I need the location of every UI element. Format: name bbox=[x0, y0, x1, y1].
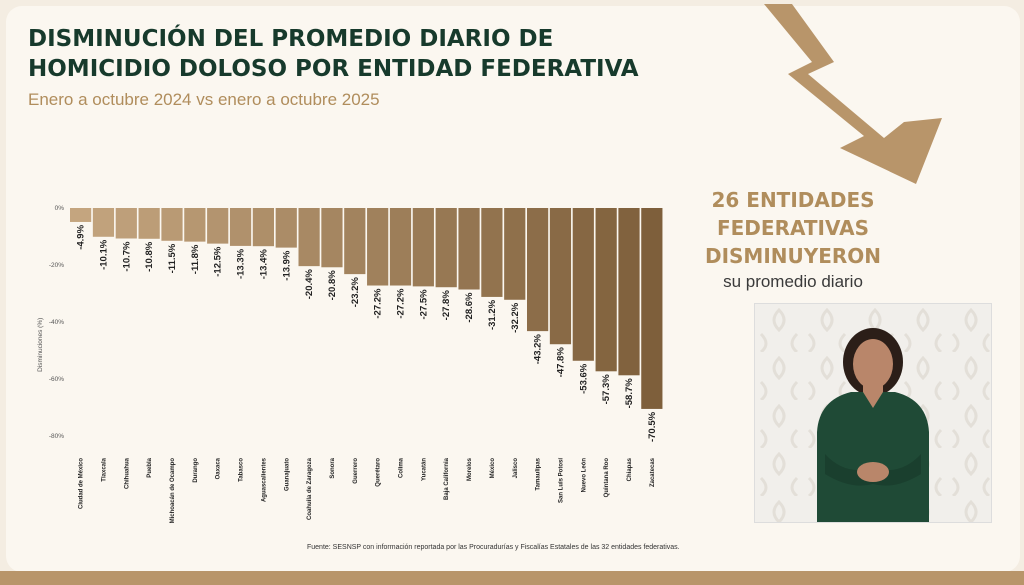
category-label: Tlaxcala bbox=[101, 457, 107, 481]
bar bbox=[549, 208, 572, 345]
bar-chart: 0% -20% -40% -60% -80% Disminuciones (%) -4.9%… bbox=[37, 205, 663, 524]
data-label: -13.3% bbox=[236, 248, 247, 279]
data-label: -47.8% bbox=[555, 347, 566, 378]
category-label: Chihuahua bbox=[124, 457, 130, 489]
bar bbox=[207, 208, 229, 244]
category-label: Tamaulipas bbox=[536, 457, 542, 490]
bar bbox=[321, 208, 343, 268]
category-label: Querétaro bbox=[376, 458, 382, 487]
data-label: -53.6% bbox=[578, 363, 589, 394]
highlight-line-3: DISMINUYERON bbox=[704, 244, 882, 268]
data-label: -11.5% bbox=[167, 243, 178, 273]
category-label: Ciudad de México bbox=[79, 458, 85, 509]
bar bbox=[138, 208, 160, 239]
data-label: -20.4% bbox=[304, 269, 315, 300]
bar bbox=[595, 208, 617, 372]
category-label: Baja California bbox=[444, 457, 450, 500]
y-tick-label: -20% bbox=[49, 262, 64, 269]
source-note: Fuente: SESNSP con información reportada… bbox=[307, 544, 680, 551]
category-label: San Luis Potosí bbox=[558, 458, 564, 503]
down-arrow-icon bbox=[764, 4, 942, 184]
subtitle: Enero a octubre 2024 vs enero a octubre … bbox=[28, 90, 380, 109]
bar bbox=[389, 208, 412, 286]
data-label: -4.9% bbox=[76, 224, 87, 249]
category-label: Chiapas bbox=[627, 457, 633, 481]
bar bbox=[184, 208, 206, 242]
category-label: Zacatecas bbox=[650, 457, 656, 487]
page-title: DISMINUCIÓN DEL PROMEDIO DIARIO DE HOMIC… bbox=[28, 24, 688, 84]
title-line-1: DISMINUCIÓN DEL PROMEDIO DIARIO DE bbox=[28, 26, 554, 52]
bar bbox=[458, 208, 480, 290]
category-label: Oaxaca bbox=[216, 457, 222, 479]
bar bbox=[367, 208, 389, 286]
category-label: Coahuila de Zaragoza bbox=[307, 457, 313, 520]
category-label: Michoacán de Ocampo bbox=[170, 458, 176, 524]
bar bbox=[504, 208, 526, 300]
data-label: -31.2% bbox=[487, 299, 498, 330]
data-label: -12.5% bbox=[213, 246, 224, 277]
category-label: Tabasco bbox=[239, 458, 245, 482]
data-label: -20.8% bbox=[327, 270, 338, 301]
category-label: Guanajuato bbox=[284, 458, 290, 491]
y-tick-label: -80% bbox=[49, 433, 64, 440]
highlight-line-1: 26 ENTIDADES bbox=[711, 188, 875, 212]
bar bbox=[618, 208, 640, 376]
category-label: Colima bbox=[399, 457, 405, 478]
bar bbox=[435, 208, 457, 288]
data-label: -10.8% bbox=[144, 241, 155, 272]
title-line-2: HOMICIDIO DOLOSO POR ENTIDAD FEDERATIVA bbox=[28, 56, 639, 82]
bar bbox=[344, 208, 366, 275]
data-label: -70.5% bbox=[647, 411, 658, 442]
bar bbox=[70, 208, 92, 222]
bar bbox=[481, 208, 503, 297]
data-label: -10.1% bbox=[98, 239, 109, 270]
category-label: Guerrero bbox=[353, 458, 359, 484]
bar bbox=[572, 208, 594, 361]
bar bbox=[229, 208, 252, 246]
category-label: Puebla bbox=[147, 457, 153, 477]
highlight-line-2: FEDERATIVAS bbox=[716, 216, 869, 240]
sign-language-interpreter bbox=[754, 303, 992, 523]
data-label: -13.4% bbox=[258, 249, 269, 280]
category-label: Yucatán bbox=[421, 458, 427, 481]
data-label: -28.6% bbox=[464, 292, 475, 323]
y-tick-label: -60% bbox=[49, 376, 64, 383]
data-label: -27.5% bbox=[418, 289, 429, 320]
bar bbox=[298, 208, 320, 267]
data-label: -27.8% bbox=[441, 290, 452, 321]
bar bbox=[275, 208, 297, 248]
category-label: Morelos bbox=[467, 457, 473, 481]
bar bbox=[161, 208, 183, 241]
data-label: -27.2% bbox=[373, 288, 384, 319]
bar bbox=[527, 208, 549, 332]
y-axis-label: Disminuciones (%) bbox=[37, 318, 44, 372]
data-label: -58.7% bbox=[624, 378, 635, 409]
data-label: -23.2% bbox=[350, 277, 361, 308]
category-label: México bbox=[490, 458, 496, 479]
category-label: Jalisco bbox=[513, 458, 519, 479]
category-label: Nuevo León bbox=[581, 458, 587, 493]
data-label: -43.2% bbox=[533, 334, 544, 365]
category-label: Durango bbox=[193, 458, 199, 483]
bar bbox=[641, 208, 663, 409]
data-label: -13.9% bbox=[281, 250, 292, 281]
bar bbox=[115, 208, 137, 239]
y-tick-label: -40% bbox=[49, 319, 64, 326]
data-label: -10.7% bbox=[121, 241, 132, 272]
bar bbox=[412, 208, 434, 287]
y-tick-label: 0% bbox=[55, 205, 65, 212]
bar bbox=[252, 208, 274, 247]
data-label: -11.8% bbox=[190, 244, 201, 274]
bar bbox=[92, 208, 115, 237]
data-label: -57.3% bbox=[601, 374, 612, 405]
bottom-bar bbox=[0, 571, 1024, 585]
category-label: Sonora bbox=[330, 457, 336, 478]
data-label: -32.2% bbox=[510, 302, 521, 333]
highlight-line-4: su promedio diario bbox=[723, 272, 863, 291]
category-label: Aguascalientes bbox=[261, 457, 267, 502]
data-label: -27.2% bbox=[396, 288, 407, 319]
category-label: Quintana Roo bbox=[604, 458, 610, 498]
highlight-panel: 26 ENTIDADES FEDERATIVAS DISMINUYERON su… bbox=[688, 186, 898, 292]
